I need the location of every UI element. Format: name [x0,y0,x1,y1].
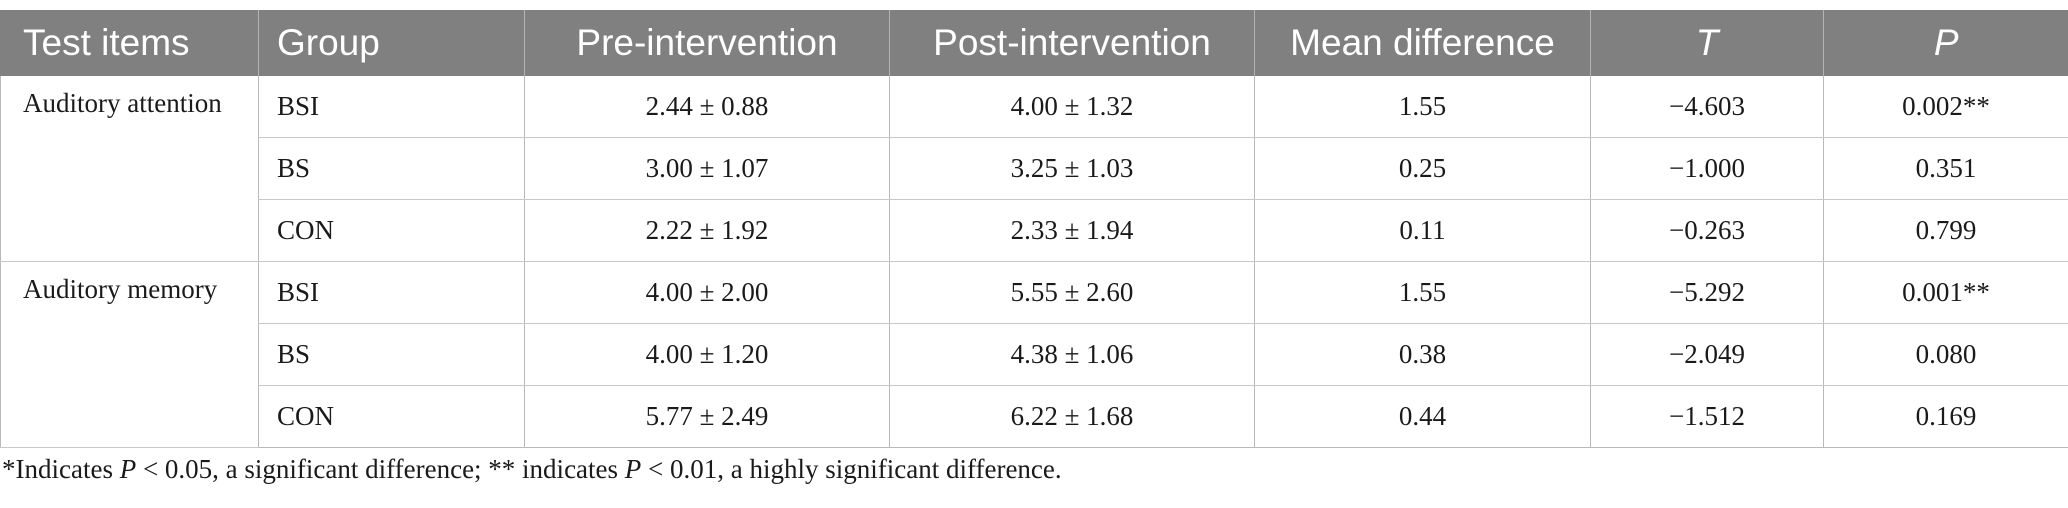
table-row: Auditory attention BSI 2.44 ± 0.88 4.00 … [0,76,2068,262]
post-cell: 3.25 ± 1.03 [889,137,1255,200]
post-cell: 4.00 ± 1.32 [889,76,1255,138]
pre-cell: 2.44 ± 0.88 [524,76,890,138]
t-cell: −0.263 [1590,199,1824,262]
table-header-row: Test items Group Pre-intervention Post-i… [0,10,2068,76]
post-cell: 6.22 ± 1.68 [889,385,1255,448]
mean-diff-cell: 0.44 [1254,385,1591,448]
p-cell: 0.351 [1823,137,2068,200]
pre-cell: 5.77 ± 2.49 [524,385,890,448]
pre-cell: 4.00 ± 2.00 [524,261,890,324]
header-post-intervention: Post-intervention [889,10,1255,76]
results-table: Test items Group Pre-intervention Post-i… [0,10,2068,448]
header-t: T [1590,10,1824,76]
group-cell: CON [258,385,525,448]
header-p: P [1823,10,2068,76]
header-group: Group [258,10,525,76]
t-cell: −1.000 [1590,137,1824,200]
header-mean-difference: Mean difference [1254,10,1591,76]
post-cell: 2.33 ± 1.94 [889,199,1255,262]
footnote-p-symbol-2: P [624,454,642,484]
post-cell: 4.38 ± 1.06 [889,323,1255,386]
pre-cell: 4.00 ± 1.20 [524,323,890,386]
mean-diff-cell: 1.55 [1254,76,1591,138]
table-row: Auditory memory BSI 4.00 ± 2.00 5.55 ± 2… [0,261,2068,448]
pre-cell: 2.22 ± 1.92 [524,199,890,262]
group-cell: BS [258,323,525,386]
table-row: CON 2.22 ± 1.92 2.33 ± 1.94 0.11 −0.263 … [1,199,2068,262]
table-footnote: *Indicates P < 0.05, a significant diffe… [2,454,1062,485]
mean-diff-cell: 1.55 [1254,261,1591,324]
header-pre-intervention: Pre-intervention [524,10,890,76]
post-cell: 5.55 ± 2.60 [889,261,1255,324]
group-cell: BSI [258,261,525,324]
t-cell: −5.292 [1590,261,1824,324]
p-cell: 0.080 [1823,323,2068,386]
p-cell: 0.001** [1823,261,2068,324]
footnote-text-3: < 0.01, a highly significant difference. [641,454,1062,484]
group-cell: BSI [258,76,525,138]
header-test-items: Test items [0,10,259,76]
t-cell: −2.049 [1590,323,1824,386]
table-row: BS 3.00 ± 1.07 3.25 ± 1.03 0.25 −1.000 0… [1,137,2068,200]
p-cell: 0.002** [1823,76,2068,138]
table-row: CON 5.77 ± 2.49 6.22 ± 1.68 0.44 −1.512 … [1,385,2068,448]
footnote-text-1: *Indicates [2,454,120,484]
p-cell: 0.799 [1823,199,2068,262]
test-item-cell: Auditory memory [0,261,259,448]
group-cell: BS [258,137,525,200]
footnote-p-symbol-1: P [119,454,137,484]
test-item-cell: Auditory attention [0,76,259,262]
mean-diff-cell: 0.11 [1254,199,1591,262]
table-row: BS 4.00 ± 1.20 4.38 ± 1.06 0.38 −2.049 0… [1,323,2068,386]
footnote-text-2: < 0.05, a significant difference; ** ind… [136,454,625,484]
pre-cell: 3.00 ± 1.07 [524,137,890,200]
t-cell: −1.512 [1590,385,1824,448]
p-cell: 0.169 [1823,385,2068,448]
mean-diff-cell: 0.25 [1254,137,1591,200]
t-cell: −4.603 [1590,76,1824,138]
group-cell: CON [258,199,525,262]
mean-diff-cell: 0.38 [1254,323,1591,386]
results-table-container: Test items Group Pre-intervention Post-i… [0,10,2068,448]
